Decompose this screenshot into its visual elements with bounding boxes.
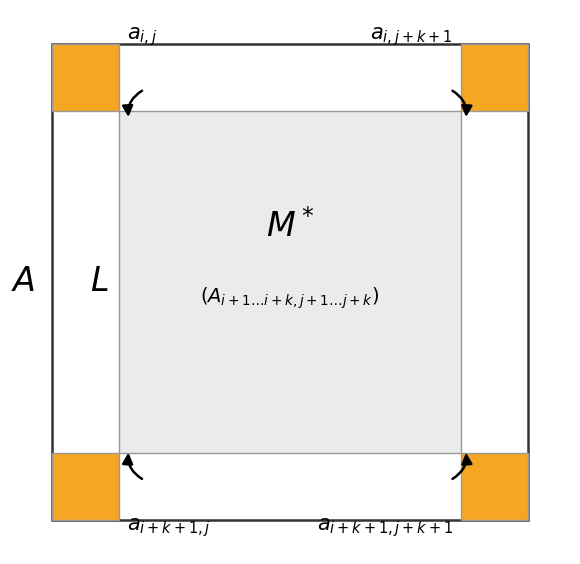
FancyArrowPatch shape bbox=[452, 455, 472, 479]
Text: $a_{i,j}$: $a_{i,j}$ bbox=[127, 25, 157, 48]
Bar bbox=[461, 45, 528, 111]
Bar bbox=[461, 453, 528, 519]
Bar bbox=[52, 45, 528, 519]
Text: $a_{i+k+1,j+k+1}$: $a_{i+k+1,j+k+1}$ bbox=[317, 516, 453, 539]
Bar bbox=[119, 111, 461, 453]
FancyArrowPatch shape bbox=[123, 455, 142, 479]
Bar bbox=[52, 453, 119, 519]
Text: $L$: $L$ bbox=[90, 266, 108, 298]
Text: $M^*$: $M^*$ bbox=[266, 209, 314, 244]
Text: $a_{i,j+k+1}$: $a_{i,j+k+1}$ bbox=[371, 25, 453, 48]
Text: $A$: $A$ bbox=[12, 266, 36, 298]
FancyArrowPatch shape bbox=[123, 91, 142, 114]
Text: $(A_{i+1\ldots i+k,j+1\ldots j+k})$: $(A_{i+1\ldots i+k,j+1\ldots j+k})$ bbox=[201, 286, 379, 311]
Text: $a_{i+k+1,j}$: $a_{i+k+1,j}$ bbox=[127, 516, 211, 539]
FancyArrowPatch shape bbox=[452, 91, 472, 114]
Bar bbox=[52, 45, 119, 111]
